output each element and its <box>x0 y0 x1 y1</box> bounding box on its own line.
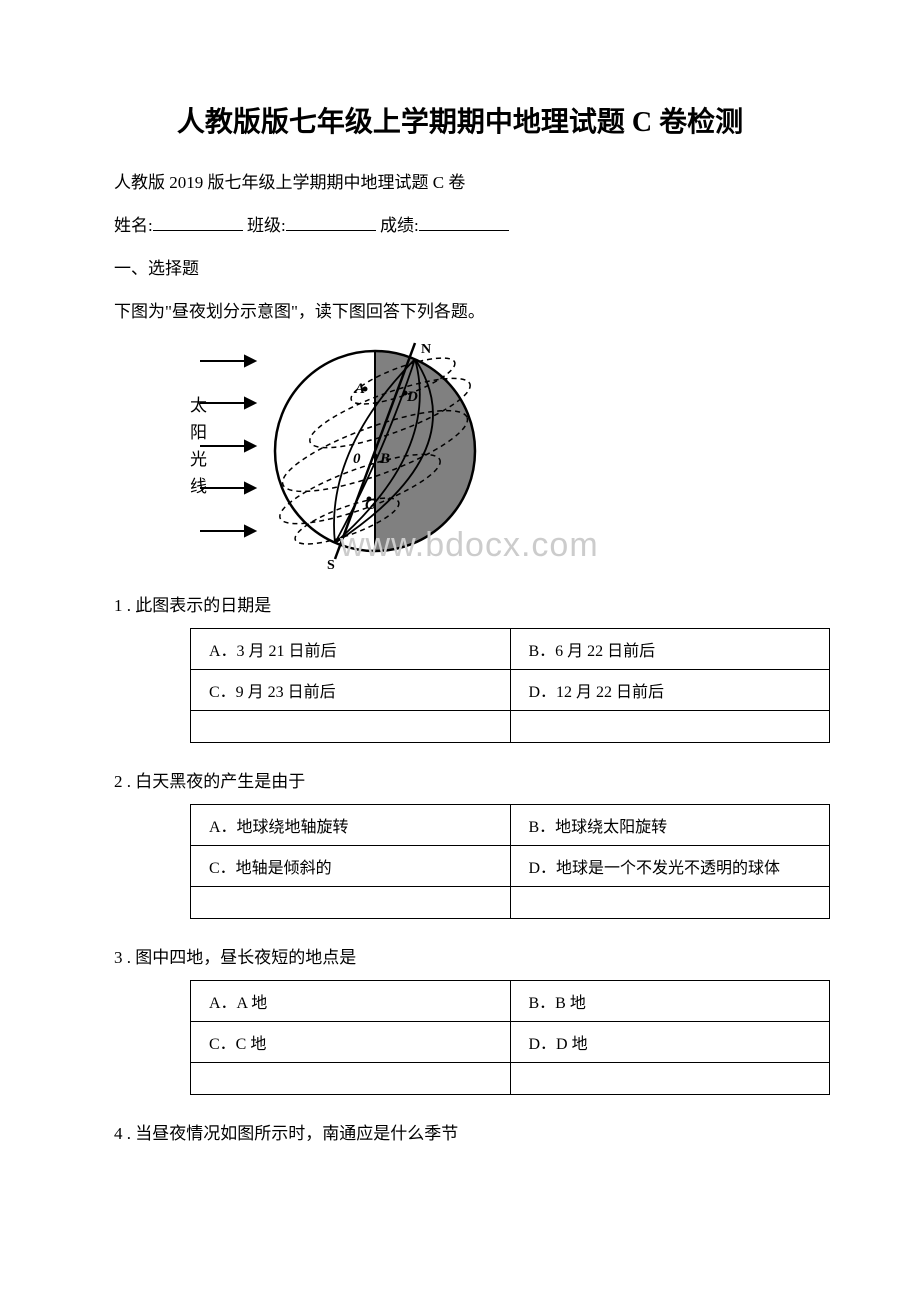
sun-label-2: 阳 <box>190 423 207 442</box>
q2-option-b: B．地球绕太阳旋转 <box>510 805 830 846</box>
student-info-line: 姓名: 班级: 成绩: <box>80 211 840 236</box>
q1-option-a: A．3 月 21 日前后 <box>191 629 511 670</box>
q2-empty-1 <box>191 887 511 919</box>
subtitle: 人教版 2019 版七年级上学期期中地理试题 C 卷 <box>80 168 840 193</box>
diagram-instruction: 下图为"昼夜划分示意图"，读下图回答下列各题。 <box>80 297 840 322</box>
q2-option-c: C．地轴是倾斜的 <box>191 846 511 887</box>
q1-option-d: D．12 月 22 日前后 <box>510 670 830 711</box>
q1-empty-2 <box>510 711 830 743</box>
q1-empty-1 <box>191 711 511 743</box>
q3-option-b: B．B 地 <box>510 981 830 1022</box>
question-4-text: 4 . 当昼夜情况如图所示时，南通应是什么季节 <box>80 1119 840 1144</box>
q3-option-a: A．A 地 <box>191 981 511 1022</box>
q1-option-b: B．6 月 22 日前后 <box>510 629 830 670</box>
question-1-options: A．3 月 21 日前后 B．6 月 22 日前后 C．9 月 23 日前后 D… <box>190 628 830 743</box>
sun-label-4: 线 <box>190 477 207 496</box>
class-blank[interactable] <box>286 214 376 231</box>
question-1-text: 1 . 此图表示的日期是 <box>80 591 840 616</box>
zero-label: 0 <box>353 451 361 467</box>
n-label: N <box>421 342 431 357</box>
earth-diagram: 太 阳 光 线 N S <box>190 336 840 581</box>
d-label: D <box>406 389 418 405</box>
question-2-options: A．地球绕地轴旋转 B．地球绕太阳旋转 C．地轴是倾斜的 D．地球是一个不发光不… <box>190 804 830 919</box>
q3-option-c: C．C 地 <box>191 1022 511 1063</box>
b-label: B <box>379 451 390 467</box>
class-label: 班级: <box>247 216 286 235</box>
sun-label-3: 光 <box>190 450 207 469</box>
q3-option-d: D．D 地 <box>510 1022 830 1063</box>
question-3-text: 3 . 图中四地，昼长夜短的地点是 <box>80 943 840 968</box>
score-label: 成绩: <box>380 216 419 235</box>
q3-empty-2 <box>510 1063 830 1095</box>
q2-empty-2 <box>510 887 830 919</box>
sun-label-1: 太 <box>190 396 207 415</box>
page-title: 人教版版七年级上学期期中地理试题 C 卷检测 <box>80 100 840 140</box>
question-2-text: 2 . 白天黑夜的产生是由于 <box>80 767 840 792</box>
q3-empty-1 <box>191 1063 511 1095</box>
q2-option-a: A．地球绕地轴旋转 <box>191 805 511 846</box>
section-heading: 一、选择题 <box>80 254 840 279</box>
score-blank[interactable] <box>419 214 509 231</box>
s-label: S <box>327 558 335 573</box>
q2-option-d: D．地球是一个不发光不透明的球体 <box>510 846 830 887</box>
question-3-options: A．A 地 B．B 地 C．C 地 D．D 地 <box>190 980 830 1095</box>
name-label: 姓名: <box>114 216 153 235</box>
q1-option-c: C．9 月 23 日前后 <box>191 670 511 711</box>
name-blank[interactable] <box>153 214 243 231</box>
